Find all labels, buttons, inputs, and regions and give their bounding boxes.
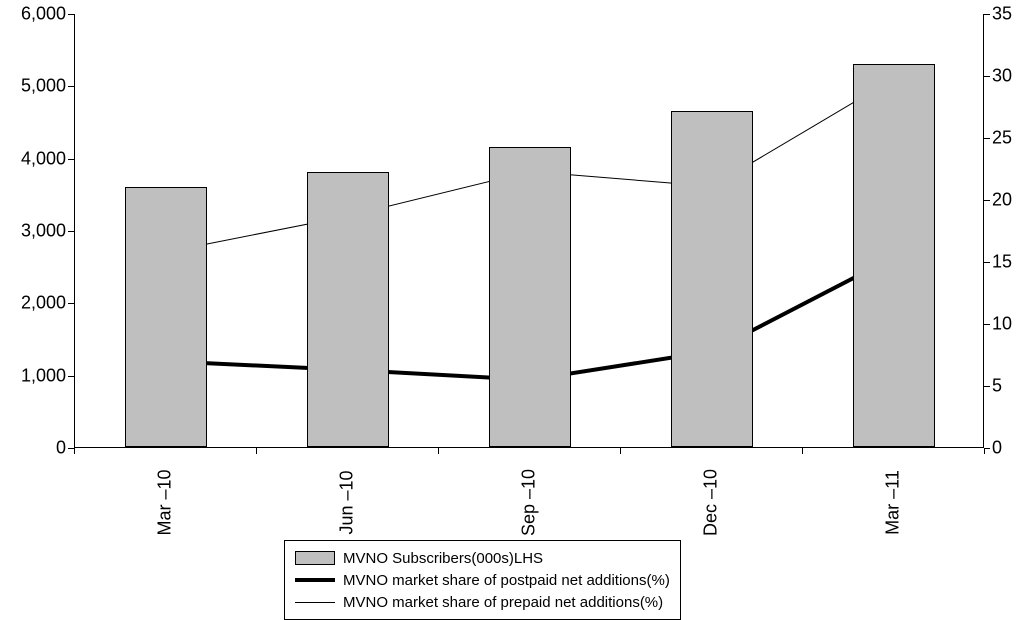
x-tick-mark — [984, 448, 985, 454]
plot-area — [74, 14, 984, 448]
right-tick-mark — [984, 324, 990, 325]
right-tick-label: 5 — [992, 376, 1002, 397]
legend-row: MVNO market share of prepaid net additio… — [295, 591, 670, 613]
chart-root: 0 1,000 2,000 3,000 4,000 5,000 6,000 0 5 10 15 20… — [0, 0, 1024, 609]
legend-swatch-line — [295, 602, 335, 603]
right-tick-mark — [984, 138, 990, 139]
left-tick-mark — [68, 376, 74, 377]
right-tick-label: 35 — [992, 4, 1012, 25]
right-tick-mark — [984, 200, 990, 201]
right-tick-mark — [984, 262, 990, 263]
x-category-label: Jun –10 — [337, 470, 358, 534]
right-axis-line — [983, 14, 984, 447]
legend-row: MVNO market share of postpaid net additi… — [295, 569, 670, 591]
left-tick-label: 4,000 — [21, 148, 66, 169]
right-tick-label: 20 — [992, 190, 1012, 211]
left-tick-label: 6,000 — [21, 4, 66, 25]
left-tick-label: 1,000 — [21, 365, 66, 386]
x-category-label: Dec –10 — [701, 469, 722, 536]
left-tick-mark — [68, 86, 74, 87]
right-tick-mark — [984, 76, 990, 77]
legend: MVNO Subscribers(000s)LHS MVNO market sha… — [284, 540, 681, 620]
bar — [853, 64, 935, 447]
left-tick-label: 2,000 — [21, 293, 66, 314]
legend-row: MVNO Subscribers(000s)LHS — [295, 547, 670, 569]
x-category-label: Mar –10 — [155, 469, 176, 535]
bar — [671, 111, 753, 447]
legend-swatch-line — [295, 578, 335, 582]
left-tick-label: 0 — [56, 438, 66, 459]
legend-label: MVNO Subscribers(000s)LHS — [343, 550, 543, 567]
legend-label: MVNO market share of postpaid net additi… — [343, 572, 670, 589]
right-tick-label: 30 — [992, 66, 1012, 87]
right-tick-label: 15 — [992, 252, 1012, 273]
x-category-label: Mar –11 — [883, 470, 904, 535]
legend-swatch-bar — [295, 551, 335, 565]
left-tick-mark — [68, 159, 74, 160]
right-tick-label: 0 — [992, 438, 1002, 459]
x-tick-mark — [256, 448, 257, 454]
x-tick-mark — [620, 448, 621, 454]
left-tick-label: 3,000 — [21, 221, 66, 242]
bar — [307, 172, 389, 447]
left-tick-mark — [68, 303, 74, 304]
left-tick-mark — [68, 231, 74, 232]
right-tick-label: 25 — [992, 128, 1012, 149]
left-tick-label: 5,000 — [21, 76, 66, 97]
bar — [489, 147, 571, 447]
legend-label: MVNO market share of prepaid net additio… — [343, 594, 663, 611]
left-tick-mark — [68, 14, 74, 15]
x-tick-mark — [802, 448, 803, 454]
x-category-label: Sep –10 — [519, 469, 540, 536]
x-tick-mark — [438, 448, 439, 454]
right-tick-mark — [984, 386, 990, 387]
right-tick-label: 10 — [992, 314, 1012, 335]
x-tick-mark — [74, 448, 75, 454]
bar — [125, 187, 207, 447]
right-tick-mark — [984, 14, 990, 15]
